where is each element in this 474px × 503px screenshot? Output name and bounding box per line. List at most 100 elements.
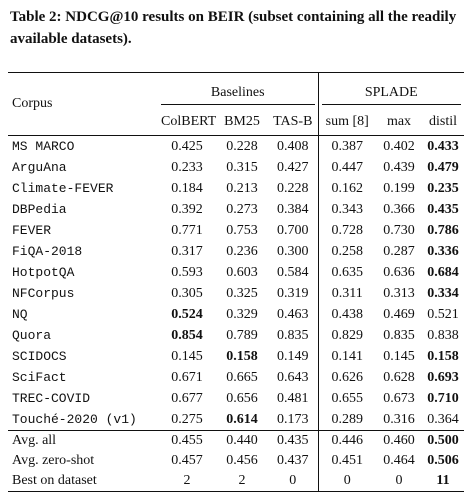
value: 2 — [183, 473, 191, 488]
corpus-name: SCIDOCS — [12, 349, 67, 364]
cell: 0.433 — [422, 136, 464, 158]
cell: 0.317 — [158, 241, 216, 262]
cell: 0.835 — [376, 325, 422, 346]
value: 0.402 — [383, 138, 415, 154]
data-row: FiQA-2018 0.317 0.236 0.300 0.258 0.287 0.336 — [8, 241, 464, 262]
cell: 0.343 — [318, 199, 376, 220]
cell: 0.829 — [318, 325, 376, 346]
value: 0.173 — [277, 411, 309, 427]
value: 0.829 — [331, 327, 364, 343]
cell: 0.384 — [268, 199, 319, 220]
cell: 0.392 — [158, 199, 216, 220]
data-row: SciFact 0.671 0.665 0.643 0.626 0.628 0.693 — [8, 367, 464, 388]
corpus-name: ArguAna — [12, 160, 67, 175]
cell: 0.228 — [216, 136, 268, 158]
value: 0.329 — [226, 306, 258, 322]
cell: 0.521 — [422, 304, 464, 325]
value: 0.626 — [331, 369, 364, 385]
cell: 0.316 — [376, 409, 422, 431]
value: 0.469 — [383, 306, 415, 322]
cell: 0.233 — [158, 157, 216, 178]
cell: 0.336 — [422, 241, 464, 262]
cell: 0.149 — [268, 346, 319, 367]
value: 0.455 — [171, 433, 203, 448]
value: 0.408 — [277, 138, 309, 154]
value: 0.325 — [226, 285, 258, 301]
cell: 0.305 — [158, 283, 216, 304]
best-value: 0.506 — [427, 453, 459, 468]
cell: 0.334 — [422, 283, 464, 304]
best-value: 0.693 — [427, 369, 459, 385]
cell: 0.524 — [158, 304, 216, 325]
value: 0.184 — [171, 180, 203, 196]
cell: 0.451 — [318, 451, 376, 471]
column-header: ColBERT — [161, 114, 217, 129]
value: 0.313 — [383, 285, 415, 301]
corpus-name: DBPedia — [12, 202, 67, 217]
cell: 0.366 — [376, 199, 422, 220]
corpus-name: FiQA-2018 — [12, 244, 83, 259]
cell: 0.437 — [268, 451, 319, 471]
value: 0.438 — [331, 306, 364, 322]
corpus-name: NQ — [12, 307, 28, 322]
corpus-name: Avg. zero-shot — [12, 453, 95, 468]
value: 0.392 — [171, 201, 203, 217]
value: 0.315 — [226, 159, 258, 175]
value: 0.603 — [226, 264, 258, 280]
cell: 0.728 — [318, 220, 376, 241]
value: 0.464 — [383, 453, 415, 468]
cell: 0.236 — [216, 241, 268, 262]
summary-row: Avg. all 0.455 0.440 0.435 0.446 0.460 0.500 — [8, 430, 464, 451]
cell: 0.158 — [216, 346, 268, 367]
cell: 0.199 — [376, 178, 422, 199]
value: 0.655 — [331, 390, 364, 406]
cell: 0.427 — [268, 157, 319, 178]
value: 0.437 — [277, 453, 309, 468]
value: 0.236 — [226, 243, 258, 259]
value: 0.213 — [226, 180, 258, 196]
corpus-header: Corpus — [12, 96, 53, 111]
cell: 0.273 — [216, 199, 268, 220]
cell: 0.447 — [318, 157, 376, 178]
cell: 0.300 — [268, 241, 319, 262]
best-value: 0.433 — [427, 138, 459, 154]
best-value: 0.158 — [427, 348, 459, 364]
cell: 0.671 — [158, 367, 216, 388]
cell: 0.162 — [318, 178, 376, 199]
value: 0.456 — [226, 453, 258, 468]
table-body: MS MARCO 0.425 0.228 0.408 0.387 0.402 0.433 Ar… — [8, 135, 465, 431]
data-row: TREC-COVID 0.677 0.656 0.481 0.655 0.673 0.710 — [8, 388, 464, 409]
cell: 0.673 — [376, 388, 422, 409]
cell: 0.435 — [422, 199, 464, 220]
value: 0.343 — [331, 201, 364, 217]
value: 0.364 — [427, 411, 459, 427]
data-row: NQ 0.524 0.329 0.463 0.438 0.469 0.521 — [8, 304, 464, 325]
corpus-name: HotpotQA — [12, 265, 75, 280]
value: 2 — [238, 473, 246, 488]
table-caption: Table 2: NDCG@10 results on BEIR (subset… — [10, 9, 457, 47]
cell: 0.463 — [268, 304, 319, 325]
cell: 0.387 — [318, 136, 376, 158]
value: 0.311 — [331, 285, 363, 301]
best-value: 0.786 — [427, 222, 459, 238]
cell: 0.313 — [376, 283, 422, 304]
value: 0.228 — [226, 138, 258, 154]
cell: 0.710 — [422, 388, 464, 409]
cell: 0.311 — [318, 283, 376, 304]
corpus-name: MS MARCO — [12, 139, 75, 154]
group-header-cell: SPLADE — [318, 73, 464, 110]
cell: 0.786 — [422, 220, 464, 241]
value: 0.366 — [383, 201, 415, 217]
data-row: Touché-2020 (v1) 0.275 0.614 0.173 0.289 0.31… — [8, 409, 464, 431]
value: 0.789 — [226, 327, 258, 343]
cell: 0.141 — [318, 346, 376, 367]
value: 0.439 — [383, 159, 415, 175]
cell: 0.158 — [422, 346, 464, 367]
cell: 0.700 — [268, 220, 319, 241]
value: 0.636 — [383, 264, 415, 280]
cell: 0.173 — [268, 409, 319, 431]
cell: 0.289 — [318, 409, 376, 431]
value: 0.319 — [277, 285, 309, 301]
cell: 0.771 — [158, 220, 216, 241]
